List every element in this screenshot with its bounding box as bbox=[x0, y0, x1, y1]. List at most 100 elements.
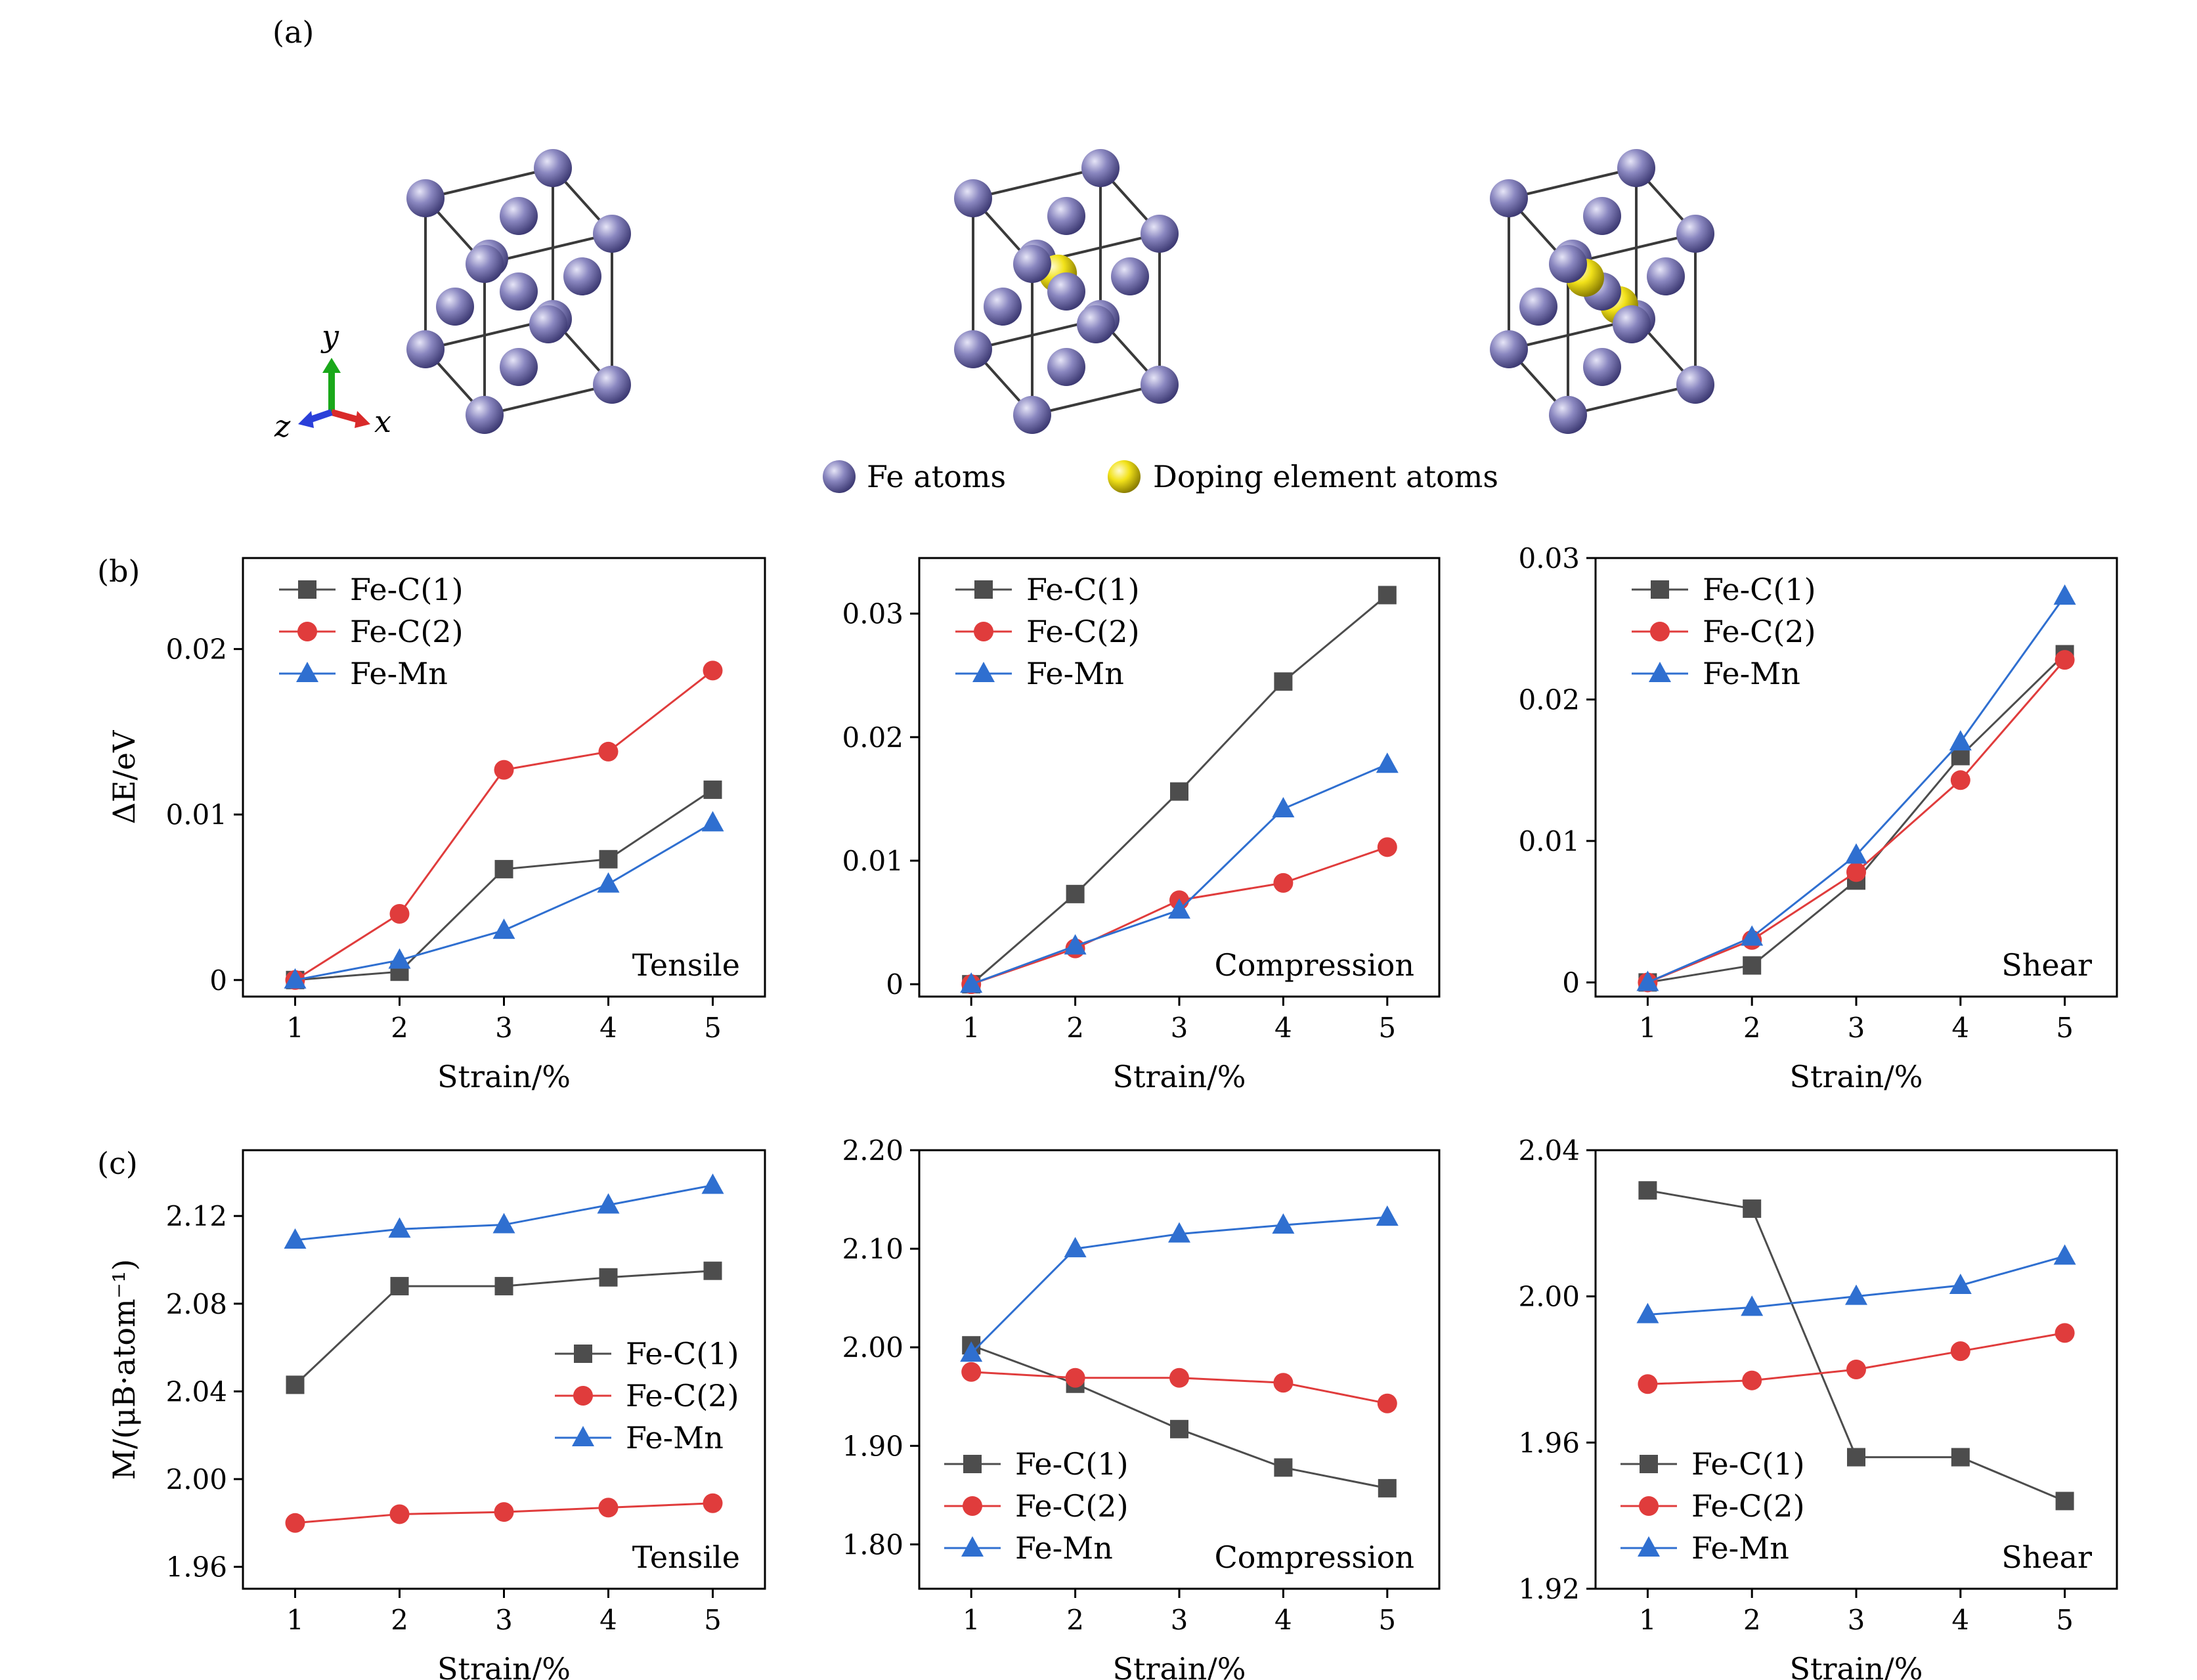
marker-triangle bbox=[1636, 970, 1659, 991]
marker-square bbox=[494, 859, 513, 878]
fe-atom bbox=[1676, 366, 1714, 404]
x-tick-label: 5 bbox=[704, 1012, 722, 1044]
y-tick-label: 0.01 bbox=[165, 799, 227, 831]
legend-label: Fe-C(1) bbox=[1026, 572, 1140, 607]
plot-frame bbox=[1594, 557, 2118, 998]
y-tick-label: 0.01 bbox=[1518, 825, 1580, 857]
fe-atom bbox=[1013, 245, 1051, 283]
series-Fe-C(1) bbox=[1638, 1181, 2074, 1511]
legend-label: Fe-C(2) bbox=[1703, 614, 1816, 649]
legend: Fe-C(1) Fe-C(2) Fe-Mn bbox=[1621, 1446, 1805, 1566]
y-tick-label: 0 bbox=[1562, 966, 1580, 999]
x-axis-label: Strain/% bbox=[437, 1059, 571, 1094]
marker-triangle bbox=[1649, 662, 1671, 682]
marker-square bbox=[599, 850, 618, 869]
marker-square bbox=[1170, 1419, 1188, 1438]
crystal-cell bbox=[954, 149, 1179, 434]
fe-atom bbox=[1490, 179, 1528, 217]
marker-triangle bbox=[1168, 1222, 1190, 1243]
marker-circle bbox=[573, 1386, 593, 1406]
x-tick-label: 5 bbox=[704, 1604, 722, 1636]
dopant-atom-legend-label: Doping element atoms bbox=[1153, 459, 1498, 494]
y-axis-label: M/(μB·atom⁻¹) bbox=[106, 1259, 142, 1480]
series-Fe-Mn bbox=[960, 1205, 1399, 1362]
x-tick-label: 1 bbox=[1639, 1604, 1657, 1636]
marker-square bbox=[703, 780, 722, 799]
marker-square bbox=[1638, 1181, 1657, 1200]
marker-square bbox=[2055, 1492, 2074, 1511]
marker-circle bbox=[494, 760, 514, 780]
y-tick-label: 2.00 bbox=[1518, 1281, 1580, 1313]
y-tick-label: 1.96 bbox=[165, 1551, 227, 1583]
chart-c-tensile: 1 2 3 4 5 1.96 2.00 2.04 2.08 2.12 Strain/% M/(μB·a… bbox=[97, 1146, 766, 1680]
legend-label: Fe-C(1) bbox=[1015, 1446, 1129, 1482]
fe-atom bbox=[984, 288, 1022, 326]
x-tick-label: 1 bbox=[963, 1012, 980, 1044]
fe-atom bbox=[1081, 149, 1120, 187]
marker-triangle bbox=[701, 1173, 724, 1194]
legend: Fe-C(1) Fe-C(2) Fe-Mn bbox=[279, 572, 464, 691]
x-tick-label: 5 bbox=[2056, 1604, 2074, 1636]
marker-circle bbox=[2055, 1323, 2075, 1343]
series-line bbox=[1647, 653, 2066, 983]
fe-atom bbox=[1676, 215, 1714, 253]
fe-atom bbox=[954, 330, 992, 368]
fe-atom bbox=[1647, 257, 1685, 295]
x-tick-label: 4 bbox=[1951, 1012, 1969, 1044]
x-tick-label: 4 bbox=[1274, 1604, 1292, 1636]
chart-c-compression: 1 2 3 4 5 1.80 1.90 2.00 2.10 2.20 Strain/% Compres… bbox=[842, 1134, 1441, 1680]
y-tick-label: 0.01 bbox=[842, 845, 903, 877]
marker-circle bbox=[1377, 1393, 1397, 1413]
y-tick-label: 2.12 bbox=[165, 1200, 227, 1232]
marker-circle bbox=[1638, 1374, 1658, 1394]
x-tick-label: 2 bbox=[1066, 1012, 1084, 1044]
marker-circle bbox=[1169, 1368, 1189, 1388]
marker-square bbox=[1640, 1455, 1658, 1473]
fe-atom bbox=[1549, 396, 1587, 434]
chart-b-shear: 1 2 3 4 500.010.020.03Strain/%ShearFe-C(1)Fe… bbox=[1518, 542, 2118, 1094]
x-tick-label: 4 bbox=[1274, 1012, 1292, 1044]
fe-atom bbox=[466, 396, 504, 434]
chart-c-shear: 1 2 3 4 5 1.92 1.96 2.00 2.04 Strain/% Shear Fe-C(1… bbox=[1518, 1134, 2118, 1680]
marker-circle bbox=[1846, 1360, 1866, 1379]
x-axis-label: Strain/% bbox=[1790, 1651, 1923, 1680]
marker-triangle bbox=[972, 662, 995, 682]
marker-square bbox=[298, 580, 316, 599]
strain-type-annotation: Shear bbox=[2001, 1540, 2092, 1575]
y-tick-label: 2.20 bbox=[842, 1134, 903, 1167]
series-Fe-Mn bbox=[284, 1173, 724, 1249]
marker-circle bbox=[2055, 650, 2075, 670]
crystal-models bbox=[406, 149, 1714, 434]
marker-square bbox=[1170, 782, 1188, 801]
marker-circle bbox=[297, 622, 317, 641]
y-tick-label: 0.03 bbox=[1518, 542, 1580, 574]
fe-atom bbox=[1549, 245, 1587, 283]
fe-atom bbox=[436, 288, 474, 326]
triad-y-label: y bbox=[320, 318, 339, 354]
fe-atom bbox=[1617, 149, 1655, 187]
x-axis-label: Strain/% bbox=[1790, 1059, 1923, 1094]
marker-triangle bbox=[572, 1426, 594, 1446]
marker-triangle bbox=[1845, 843, 1867, 864]
marker-circle bbox=[1273, 1373, 1294, 1393]
x-axis-label: Strain/% bbox=[1113, 1059, 1246, 1094]
y-tick-label: 0 bbox=[209, 964, 227, 997]
y-tick-label: 0.02 bbox=[165, 634, 227, 666]
marker-square bbox=[1274, 1458, 1293, 1477]
legend-label: Fe-C(2) bbox=[626, 1378, 739, 1413]
legend-label: Fe-C(2) bbox=[350, 614, 464, 649]
marker-triangle bbox=[1272, 796, 1295, 817]
strain-type-annotation: Tensile bbox=[632, 1540, 740, 1575]
marker-circle bbox=[961, 1362, 982, 1382]
marker-triangle bbox=[960, 1341, 983, 1362]
legend-label: Fe-Mn bbox=[350, 656, 448, 691]
fe-atom bbox=[500, 197, 538, 235]
marker-circle bbox=[1846, 862, 1866, 882]
marker-triangle bbox=[1376, 752, 1399, 773]
axes-triad: y x z bbox=[274, 318, 391, 444]
x-tick-label: 2 bbox=[1743, 1604, 1761, 1636]
marker-triangle bbox=[1845, 1284, 1867, 1305]
marker-triangle bbox=[1741, 1295, 1764, 1316]
marker-circle bbox=[963, 1496, 982, 1516]
